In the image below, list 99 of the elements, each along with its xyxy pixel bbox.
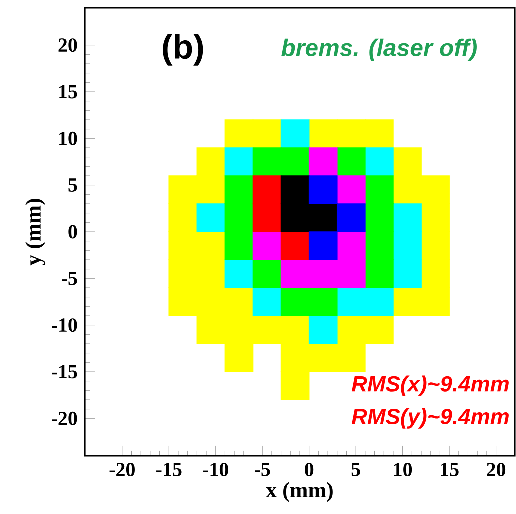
point — [308, 232, 338, 260]
x-tick-label: 15 — [441, 463, 459, 476]
point — [168, 204, 198, 232]
point — [336, 204, 366, 232]
point — [168, 288, 198, 316]
y-tick-label: 0 — [68, 225, 78, 239]
annotation: brems. (laser off) — [282, 38, 477, 62]
point — [365, 316, 394, 344]
point — [365, 120, 394, 148]
point — [308, 176, 338, 204]
point — [168, 232, 198, 260]
point — [280, 120, 310, 148]
point — [280, 204, 310, 232]
point — [365, 232, 394, 260]
x-tick-label: -5 — [254, 463, 270, 476]
point — [224, 344, 254, 372]
y-tick-label: 15 — [60, 85, 78, 99]
point — [393, 232, 422, 260]
y-tick-label: -15 — [52, 365, 78, 379]
point — [196, 176, 226, 204]
point — [224, 176, 254, 204]
point — [224, 316, 254, 344]
x-tick-label: -20 — [110, 463, 135, 477]
point — [336, 148, 366, 176]
x-tick-label: 10 — [394, 463, 412, 477]
point — [393, 148, 422, 176]
y-axis-title: y (mm) — [26, 199, 46, 266]
point — [393, 204, 422, 232]
point — [365, 176, 394, 204]
x-tick-label: -15 — [156, 463, 182, 476]
point — [280, 232, 310, 260]
point — [365, 260, 394, 288]
point — [308, 316, 338, 344]
point — [308, 260, 338, 288]
point — [196, 288, 226, 316]
point — [252, 288, 282, 316]
point — [224, 148, 254, 176]
point — [336, 176, 366, 204]
point — [224, 288, 254, 316]
point — [308, 288, 338, 316]
point — [421, 260, 450, 288]
point — [224, 232, 254, 260]
point — [280, 260, 310, 288]
point — [252, 148, 282, 176]
point — [196, 260, 226, 288]
point — [421, 204, 450, 232]
point — [308, 120, 338, 148]
point — [280, 176, 310, 204]
point — [280, 344, 310, 372]
point — [168, 176, 198, 204]
point — [393, 260, 422, 288]
point — [365, 148, 394, 176]
point — [393, 288, 422, 316]
point — [196, 316, 226, 344]
point — [224, 120, 254, 148]
point — [252, 176, 282, 204]
point — [336, 232, 366, 260]
annotation: (b) — [163, 34, 204, 66]
point — [365, 204, 394, 232]
point — [421, 232, 450, 260]
x-axis-title: x (mm) — [266, 482, 333, 502]
point — [336, 288, 366, 316]
x-tick-label: 5 — [352, 463, 360, 476]
x-tick-label: 20 — [487, 463, 506, 477]
point — [168, 260, 198, 288]
point — [224, 260, 254, 288]
point — [280, 288, 310, 316]
y-tick-label: -5 — [62, 272, 78, 286]
point — [252, 204, 282, 232]
point — [196, 204, 226, 232]
point — [336, 260, 366, 288]
point — [280, 148, 310, 176]
y-tick-label: -20 — [52, 412, 78, 426]
point — [421, 288, 450, 316]
annotation: RMS(y)~9.4mm — [352, 408, 509, 429]
point — [252, 260, 282, 288]
point — [252, 232, 282, 260]
point — [421, 176, 450, 204]
point — [336, 120, 366, 148]
point — [393, 176, 422, 204]
annotation: RMS(x)~9.4mm — [352, 376, 509, 396]
y-tick-label: 5 — [68, 178, 78, 192]
point — [252, 316, 282, 344]
y-tick-label: -10 — [52, 318, 78, 332]
y-tick-label: 20 — [58, 38, 78, 52]
x-tick-label: 0 — [305, 463, 314, 477]
point — [224, 204, 254, 232]
point — [308, 204, 338, 232]
y-tick-label: 10 — [60, 132, 78, 146]
point — [365, 288, 394, 316]
point — [308, 148, 338, 176]
point — [280, 316, 310, 344]
point — [336, 344, 366, 372]
point — [280, 372, 310, 400]
x-tick-label: -10 — [203, 463, 228, 477]
point — [308, 344, 338, 372]
point — [196, 148, 226, 176]
point — [196, 232, 226, 260]
point — [252, 120, 282, 148]
